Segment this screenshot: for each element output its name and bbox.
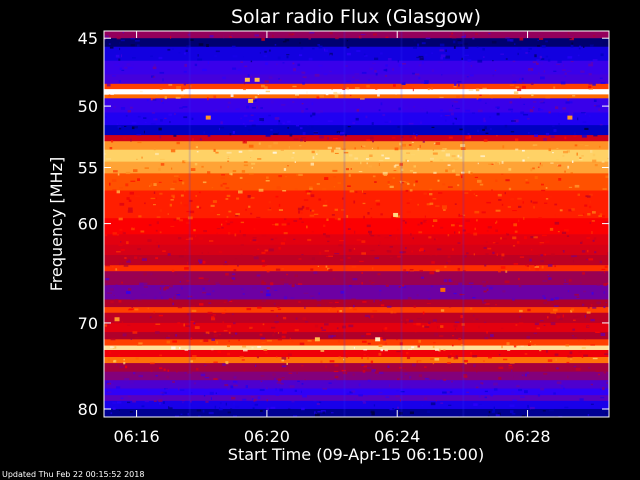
x-axis-label: Start Time (09-Apr-15 06:15:00) (228, 445, 484, 464)
frequency-band (104, 380, 609, 389)
y-tick-label: 70 (78, 314, 98, 333)
interference-line (188, 31, 191, 417)
radio-burst (393, 212, 399, 217)
spectrogram-plot-area (104, 31, 609, 417)
interference-line (462, 31, 465, 417)
radio-burst (440, 287, 446, 292)
x-tick-label: 06:16 (114, 427, 160, 446)
frequency-band (104, 135, 609, 142)
y-axis: 45 50 55 60 70 80 (78, 29, 609, 419)
radio-burst (205, 115, 211, 120)
frequency-band (104, 388, 609, 396)
y-tick-label: 80 (78, 400, 98, 419)
frequency-band (104, 46, 609, 62)
frequency-band (104, 94, 609, 99)
radio-burst (567, 115, 573, 120)
frequency-band (104, 363, 609, 373)
frequency-band (104, 244, 609, 256)
frequency-band (104, 31, 609, 39)
y-tick-label: 45 (78, 29, 98, 48)
frequency-band (104, 322, 609, 333)
frequency-band (104, 349, 609, 358)
frequency-band (104, 149, 609, 163)
x-tick-label: 06:24 (374, 427, 420, 446)
frequency-band (104, 312, 609, 324)
frequency-band (104, 89, 609, 95)
radio-burst (244, 77, 250, 82)
frequency-band (104, 332, 609, 340)
frequency-band (104, 161, 609, 174)
y-tick-label: 60 (78, 215, 98, 234)
frequency-band (104, 125, 609, 136)
frequency-band (104, 357, 609, 364)
frequency-band (104, 285, 609, 300)
radio-burst (314, 337, 320, 342)
x-tick-label: 06:28 (504, 427, 550, 446)
updated-timestamp: Updated Thu Feb 22 00:15:52 2018 (2, 470, 144, 479)
frequency-band (104, 345, 609, 351)
frequency-band (104, 400, 609, 410)
interference-line (400, 31, 403, 417)
frequency-band (104, 371, 609, 381)
frequency-band (104, 339, 609, 346)
frequency-band (104, 141, 609, 151)
radio-burst (254, 77, 260, 82)
frequency-band (104, 299, 609, 308)
radio-burst (248, 98, 254, 103)
x-axis: 06:16 06:20 06:24 06:28 (114, 31, 551, 446)
frequency-band (104, 74, 609, 85)
radio-burst (375, 337, 381, 342)
y-axis-label: Frequency [MHz] (47, 157, 66, 291)
frequency-band (104, 265, 609, 272)
y-tick-label: 50 (78, 97, 98, 116)
interference-line (343, 31, 346, 417)
frequency-band (104, 173, 609, 191)
chart-title: Solar radio Flux (Glasgow) (231, 6, 481, 28)
frequency-band (104, 60, 609, 75)
radio-burst (114, 317, 120, 322)
frequency-band (104, 83, 609, 90)
frequency-band (104, 234, 609, 246)
x-tick-label: 06:20 (244, 427, 290, 446)
frequency-band (104, 408, 609, 417)
radio-burst (441, 205, 447, 210)
frequency-band (104, 190, 609, 219)
frequency-band (104, 38, 609, 48)
y-tick-label: 55 (78, 159, 98, 178)
heatmap-layer (104, 31, 609, 417)
